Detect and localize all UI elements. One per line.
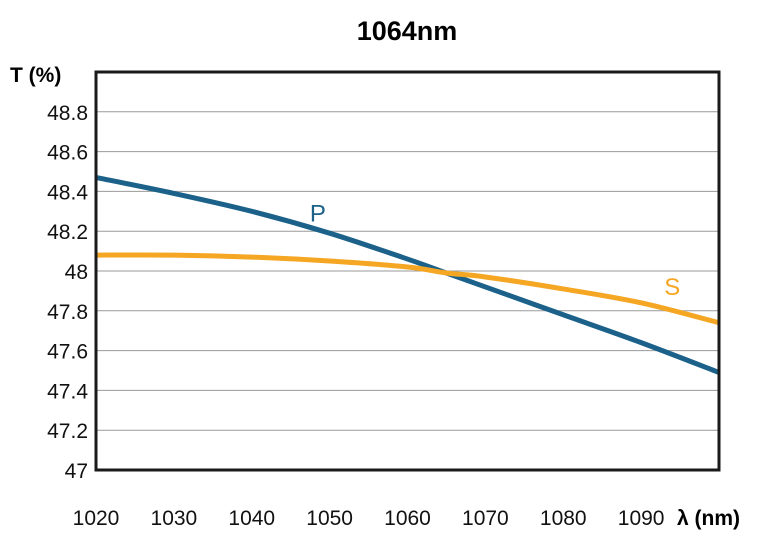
x-tick-label: 1020 — [73, 507, 120, 530]
series-line-s — [95, 252, 720, 326]
series-labels: PS — [310, 200, 680, 301]
x-tick-label: 1060 — [384, 507, 431, 530]
series-label-s: S — [664, 274, 680, 301]
y-tick-label: 47.6 — [47, 341, 88, 364]
y-tick-label: 48.4 — [47, 181, 88, 204]
x-tick-label: 1050 — [306, 507, 353, 530]
series-lines — [95, 175, 720, 375]
x-tick-labels: 1020 1030 1040 1050 1060 1070 1080 1090 — [73, 507, 665, 530]
x-tick-label: 1090 — [618, 507, 665, 530]
y-tick-label: 48.8 — [47, 102, 88, 125]
x-axis-label: λ (nm) — [677, 507, 740, 530]
x-tick-label: 1070 — [462, 507, 509, 530]
y-tick-label: 48.2 — [47, 221, 88, 244]
y-tick-label: 47.2 — [47, 420, 88, 443]
y-tick-label: 47.4 — [47, 380, 88, 403]
y-tick-label: 47 — [65, 460, 88, 483]
gridlines — [96, 111, 719, 431]
x-tick-label: 1030 — [151, 507, 198, 530]
y-tick-label: 48.6 — [47, 142, 88, 165]
plot-frame — [94, 70, 721, 472]
y-tick-label: 47.8 — [47, 301, 88, 324]
chart-title: 1064nm — [357, 16, 458, 46]
y-tick-labels: 47 47.2 47.4 47.6 47.8 48 48.2 48.4 48.6 48.8 — [47, 102, 88, 483]
y-axis-label: T (%) — [10, 64, 61, 87]
x-tick-label: 1080 — [540, 507, 587, 530]
series-label-p: P — [310, 200, 326, 227]
x-tick-label: 1040 — [228, 507, 275, 530]
series-line-p — [95, 175, 720, 375]
y-tick-label: 48 — [65, 261, 88, 284]
